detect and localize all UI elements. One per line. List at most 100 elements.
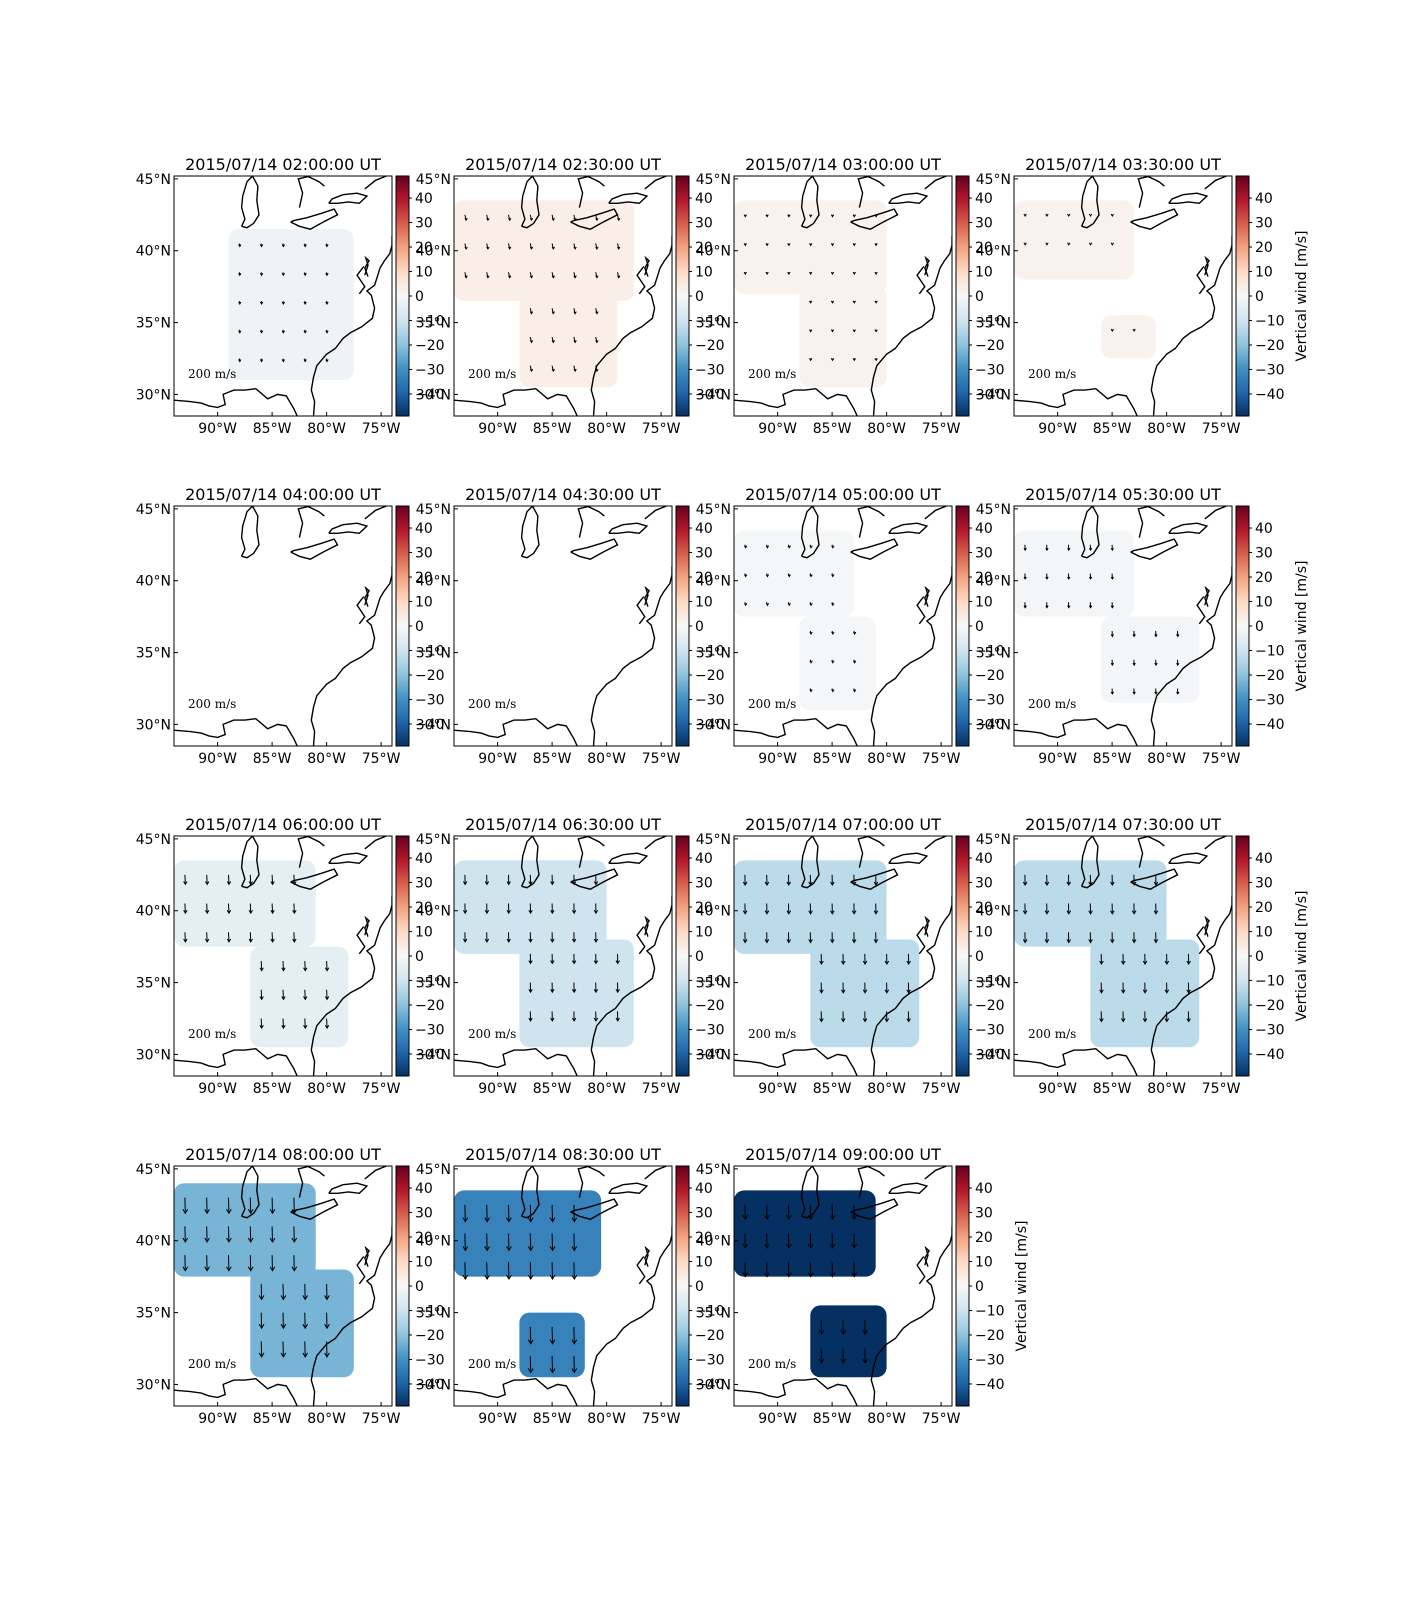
wind-region	[454, 200, 634, 302]
scale-label: 200 m/s	[468, 1027, 516, 1041]
wind-vector-head	[1088, 213, 1093, 217]
coastline	[1168, 522, 1209, 535]
x-tick-label: 80°W	[1147, 421, 1186, 437]
colorbar-tick-label: −40	[415, 387, 445, 403]
colorbar-gradient	[395, 505, 410, 747]
coastline	[520, 836, 540, 889]
colorbar-13: 40 30 20 10 0 −10 −20 −30 −40	[395, 1165, 445, 1407]
coastline	[1014, 387, 1138, 416]
colorbar-8: 40 30 20 10 0 −10 −20 −30 −40 Vertical wind [m/s]	[1235, 505, 1310, 747]
coastline	[1196, 596, 1206, 625]
colorbar-12: 40 30 20 10 0 −10 −20 −30 −40 Vertical wind [m/s]	[1235, 835, 1310, 1077]
coastline	[174, 717, 298, 746]
coastline	[356, 1256, 366, 1285]
colorbar-tick-label: −10	[975, 973, 1005, 989]
colorbar-tick-label: 40	[695, 191, 713, 207]
wind-vector-head	[302, 1352, 309, 1358]
coastline	[454, 1047, 578, 1076]
wind-vector-head	[1186, 989, 1191, 994]
wind-vector-head	[506, 938, 511, 943]
wind-vector-head	[281, 1024, 286, 1030]
x-tick-label: 90°W	[478, 1081, 517, 1097]
colorbar-tick-label: 10	[695, 265, 713, 281]
wind-vector-head	[462, 938, 468, 943]
colorbar-tick-label: 0	[695, 949, 704, 965]
wind-vector-head	[764, 910, 770, 915]
y-tick-label: 35°N	[696, 1306, 731, 1322]
wind-vector-head	[1067, 547, 1071, 552]
wind-vector-head	[529, 275, 534, 279]
y-tick-label: 35°N	[136, 316, 171, 332]
wind-vector-head	[743, 214, 747, 218]
wind-region	[799, 286, 887, 388]
wind-vector-head	[506, 881, 511, 886]
coastline	[328, 1182, 369, 1195]
wind-vector-head	[248, 881, 253, 886]
x-tick-label: 90°W	[1038, 751, 1077, 767]
wind-vector-head	[484, 881, 490, 886]
colorbar-tick-label: −40	[975, 1377, 1005, 1393]
colorbar-tick-label: −30	[695, 692, 725, 708]
y-tick-label: 35°N	[976, 316, 1011, 332]
x-tick-label: 85°W	[813, 421, 852, 437]
coastline	[800, 506, 820, 559]
y-tick-label: 35°N	[136, 646, 171, 662]
coastline	[1168, 192, 1209, 205]
colorbar-gradient	[395, 1165, 410, 1407]
x-tick-label: 85°W	[253, 1081, 292, 1097]
coastline	[1146, 176, 1165, 187]
y-tick-label: 30°N	[696, 1377, 731, 1393]
wind-vector-head	[303, 330, 307, 334]
colorbar-tick-label: −30	[415, 692, 445, 708]
wind-vector-head	[831, 545, 835, 549]
wind-vector-head	[324, 1323, 330, 1330]
wind-vector-head	[281, 301, 286, 306]
wind-vector-head	[1110, 634, 1114, 638]
wind-vector-head	[809, 329, 813, 333]
wind-vector-head	[1176, 634, 1180, 638]
wind-vector-head	[765, 545, 770, 549]
wind-vector-head	[303, 1024, 308, 1030]
wind-region	[519, 939, 634, 1048]
wind-vector-head	[787, 271, 791, 276]
wind-vector-head	[829, 1272, 836, 1278]
colorbar-tick-label: 0	[695, 289, 704, 305]
coastline	[916, 596, 926, 625]
coastline	[800, 176, 820, 229]
wind-vector-head	[830, 271, 835, 276]
wind-vector-head	[873, 939, 879, 944]
wind-vector-head	[1164, 960, 1170, 966]
wind-vector-head	[1110, 662, 1114, 667]
colorbar-tick-label: 20	[415, 570, 433, 586]
map-area	[454, 506, 672, 746]
wind-vector-head	[528, 938, 533, 943]
wind-vector-head	[325, 359, 329, 363]
coastline	[297, 506, 311, 538]
colorbar-tick-label: 30	[1255, 546, 1273, 562]
map-panel-11: 2015/07/14 07:00:00 UT 90°W 85°W 80°W 75°W 45…	[696, 815, 961, 1097]
scale-label: 200 m/s	[468, 367, 516, 381]
colorbar-tick-label: −40	[695, 1377, 725, 1393]
x-tick-label: 80°W	[867, 751, 906, 767]
coastline	[734, 1377, 858, 1406]
wind-region	[519, 1312, 585, 1378]
wind-vector-head	[884, 960, 890, 966]
coastline	[924, 836, 947, 850]
coastline	[608, 1182, 649, 1195]
wind-region	[1014, 530, 1134, 617]
coastline	[850, 1198, 899, 1220]
colorbar-tick-label: 40	[975, 521, 993, 537]
wind-vector-head	[874, 329, 878, 333]
wind-vector-head	[840, 989, 846, 994]
wind-vector-head	[303, 967, 308, 972]
colorbar-tick-label: 30	[975, 876, 993, 892]
wind-vector-head	[259, 330, 264, 334]
wind-vector-head	[1131, 939, 1137, 944]
colorbar-2: 40 30 20 10 0 −10 −20 −30 −40	[675, 175, 725, 417]
colorbar-tick-label: 40	[695, 1181, 713, 1197]
y-tick-label: 35°N	[416, 316, 451, 332]
wind-vector-head	[1110, 547, 1114, 552]
wind-vector-head	[809, 689, 813, 693]
colorbar-tick-label: 20	[975, 570, 993, 586]
colorbar-tick-label: 10	[1255, 265, 1273, 281]
